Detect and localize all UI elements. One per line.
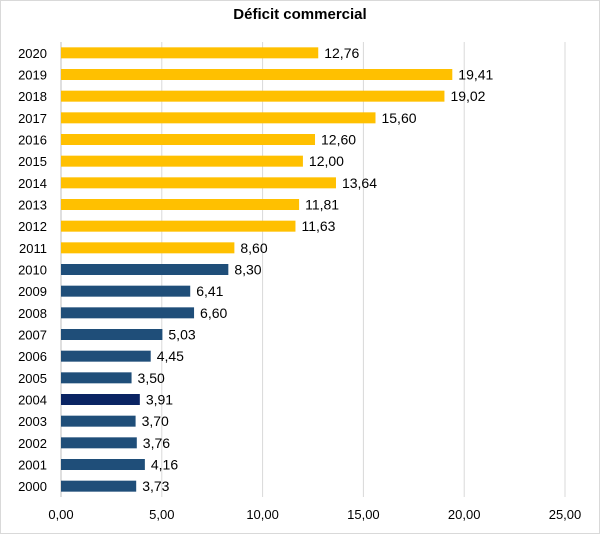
y-tick-label: 2004 (18, 393, 47, 408)
bar (61, 199, 300, 210)
y-tick-label: 2011 (19, 241, 47, 256)
bar (61, 69, 453, 80)
bar (61, 90, 445, 102)
x-tick-label: 20,00 (448, 507, 481, 522)
bar (61, 307, 195, 319)
bar (61, 437, 137, 449)
data-label: 12,60 (321, 132, 356, 148)
bar (61, 372, 132, 384)
x-tick-label: 10,00 (246, 507, 279, 522)
y-tick-label: 2010 (18, 263, 47, 278)
data-label: 6,60 (200, 305, 227, 321)
bar (61, 134, 316, 145)
data-label: 12,76 (324, 45, 359, 61)
data-label: 13,64 (342, 175, 377, 191)
y-tick-label: 2001 (18, 458, 47, 473)
bar (61, 480, 137, 492)
y-tick-label: 2002 (18, 436, 47, 451)
y-tick-label: 2008 (18, 306, 47, 321)
data-label: 8,30 (234, 262, 261, 278)
bar (61, 242, 235, 254)
data-label: 8,60 (240, 240, 267, 256)
data-label: 11,81 (305, 197, 339, 213)
data-label: 19,02 (450, 88, 485, 104)
data-label: 11,63 (301, 218, 335, 234)
data-label: 12,00 (309, 153, 344, 169)
data-label: 3,73 (142, 478, 169, 494)
bar (61, 177, 336, 189)
bar (61, 350, 151, 362)
bar (61, 459, 145, 470)
y-tick-label: 2020 (18, 46, 47, 61)
y-tick-label: 2016 (18, 133, 47, 148)
y-tick-label: 2005 (18, 371, 47, 386)
bar (61, 329, 163, 340)
y-tick-label: 2000 (18, 479, 47, 494)
bar (61, 47, 319, 59)
bar (61, 220, 296, 232)
bar (61, 155, 303, 167)
y-tick-label: 2019 (18, 68, 47, 83)
bar (61, 285, 191, 297)
y-tick-label: 2009 (18, 284, 47, 299)
data-label: 6,41 (196, 283, 223, 299)
data-label: 3,50 (138, 370, 165, 386)
x-tick-label: 25,00 (549, 507, 582, 522)
y-tick-label: 2006 (18, 349, 47, 364)
data-label: 5,03 (168, 327, 195, 343)
y-tick-label: 2018 (18, 89, 47, 104)
data-label: 19,41 (458, 67, 493, 83)
data-label: 15,60 (381, 110, 416, 126)
data-label: 4,45 (157, 348, 184, 364)
bar (61, 264, 229, 275)
y-tick-label: 2014 (18, 176, 47, 191)
y-tick-label: 2017 (18, 111, 47, 126)
data-label: 3,76 (143, 435, 170, 451)
bar (61, 415, 136, 427)
bar (61, 112, 376, 124)
x-tick-label: 5,00 (149, 507, 174, 522)
x-tick-label: 15,00 (347, 507, 380, 522)
y-tick-label: 2015 (18, 154, 47, 169)
data-label: 4,16 (151, 457, 178, 473)
data-label: 3,91 (146, 392, 173, 408)
y-tick-label: 2012 (18, 219, 47, 234)
data-label: 3,70 (142, 413, 169, 429)
bar (61, 394, 140, 405)
y-tick-label: 2007 (18, 328, 47, 343)
x-tick-label: 0,00 (48, 507, 73, 522)
chart-title: Déficit commercial (233, 6, 367, 23)
y-tick-label: 2003 (18, 414, 47, 429)
y-tick-label: 2013 (18, 198, 47, 213)
